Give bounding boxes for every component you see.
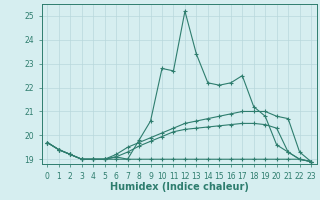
X-axis label: Humidex (Indice chaleur): Humidex (Indice chaleur) xyxy=(110,182,249,192)
